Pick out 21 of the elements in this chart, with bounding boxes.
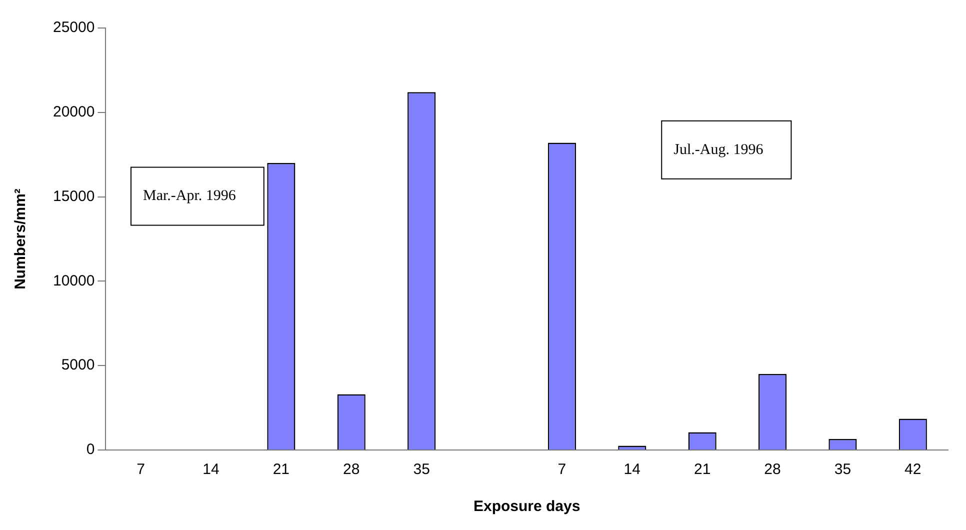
y-tick-label: 10000 xyxy=(52,272,95,290)
x-tick-label: 42 xyxy=(904,461,922,478)
annotation: Jul.-Aug. 1996 xyxy=(674,142,764,158)
annotation: Mar.-Apr. 1996 xyxy=(142,188,236,204)
x-tick-label: 35 xyxy=(834,461,852,478)
x-tick-label: 21 xyxy=(694,461,711,478)
y-tick-label: 5000 xyxy=(61,356,95,374)
x-tick-label: 7 xyxy=(136,461,145,478)
y-tick-label: 0 xyxy=(86,441,95,458)
y-tick-label: 25000 xyxy=(52,19,95,36)
y-axis-title: Numbers/mm² xyxy=(12,188,30,290)
x-axis-title: Exposure days xyxy=(473,498,580,516)
x-tick-label: 14 xyxy=(624,461,640,478)
x-tick-label: 21 xyxy=(272,461,290,478)
x-tick-label: 35 xyxy=(413,461,430,478)
y-tick-label: 15000 xyxy=(52,188,95,205)
x-tick-label: 7 xyxy=(558,461,566,478)
x-tick-label: 28 xyxy=(343,461,360,478)
x-tick-label: 14 xyxy=(202,461,220,478)
x-tick-label: 28 xyxy=(764,461,781,478)
y-tick-label: 20000 xyxy=(52,104,95,121)
